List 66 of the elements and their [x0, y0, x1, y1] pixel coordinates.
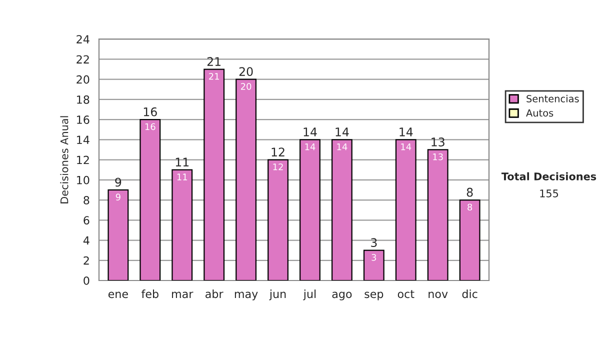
x-tick-label: mar — [172, 292, 194, 298]
x-tick-label: ene — [108, 292, 128, 298]
bar — [204, 68, 225, 280]
x-tick-label: abr — [206, 290, 224, 298]
y-tick-label: 22 — [76, 55, 89, 64]
bar — [236, 78, 257, 280]
data-label: 14 — [337, 143, 348, 150]
total-label: 14 — [304, 128, 317, 136]
legend-label: Sentencias — [526, 94, 579, 102]
y-tick-label: 18 — [77, 95, 90, 104]
data-label: 14 — [305, 143, 316, 150]
total-label: 8 — [466, 188, 473, 197]
x-tick-label: jun — [269, 290, 286, 300]
x-tick-label: jul — [303, 290, 316, 300]
x-tick-label: sep — [364, 292, 384, 300]
y-tick-label: 4 — [83, 236, 90, 244]
x-tick-label: oct — [398, 290, 414, 298]
total-label: 3 — [371, 238, 377, 248]
bar — [140, 119, 161, 280]
total-label: 11 — [176, 158, 189, 166]
y-axis-title: Decisiones Anual — [60, 116, 68, 204]
y-tick-label: 6 — [84, 216, 90, 225]
bar — [108, 189, 129, 280]
total-label: 16 — [144, 107, 157, 116]
data-label: 3 — [372, 254, 376, 261]
y-tick-label: 0 — [84, 276, 90, 285]
x-tick-label: dic — [462, 290, 478, 298]
data-label: 20 — [240, 83, 252, 90]
bar — [268, 159, 288, 280]
y-tick-label: 12 — [77, 156, 89, 164]
bar — [331, 139, 352, 280]
y-tick-label: 16 — [77, 116, 90, 124]
y-tick-label: 14 — [77, 136, 90, 144]
x-tick-label: feb — [142, 290, 158, 298]
total-label: 12 — [272, 148, 284, 156]
bar — [363, 250, 384, 280]
data-label: 13 — [433, 153, 443, 160]
data-label: 8 — [468, 204, 472, 211]
bar — [300, 139, 320, 280]
y-tick-label: 20 — [76, 75, 90, 84]
text: Total Decisiones — [501, 172, 596, 180]
data-label: 21 — [209, 72, 219, 80]
text: 155 — [540, 190, 558, 198]
y-tick-label: 24 — [76, 35, 90, 44]
y-tick-label: 8 — [84, 196, 90, 204]
x-tick-label: ago — [332, 292, 352, 300]
total-label: 14 — [336, 128, 349, 136]
total-label: 13 — [432, 138, 444, 146]
total-label: 14 — [400, 128, 413, 136]
data-label: 16 — [145, 123, 156, 130]
total-label: 21 — [207, 57, 221, 66]
y-tick-label: 2 — [84, 256, 89, 265]
data-label: 11 — [177, 174, 188, 180]
x-tick-label: nov — [428, 292, 448, 298]
data-label: 14 — [401, 143, 412, 150]
legend-label: Autos — [526, 109, 554, 117]
total-label: 20 — [239, 67, 253, 76]
x-tick-label: may — [234, 292, 258, 300]
y-tick-label: 10 — [77, 176, 90, 184]
data-label: 12 — [273, 163, 283, 170]
bar — [172, 169, 193, 280]
total-label: 9 — [115, 178, 122, 187]
bar — [459, 199, 480, 280]
data-label: 9 — [116, 194, 120, 200]
bar — [427, 149, 448, 280]
bar — [395, 139, 416, 280]
